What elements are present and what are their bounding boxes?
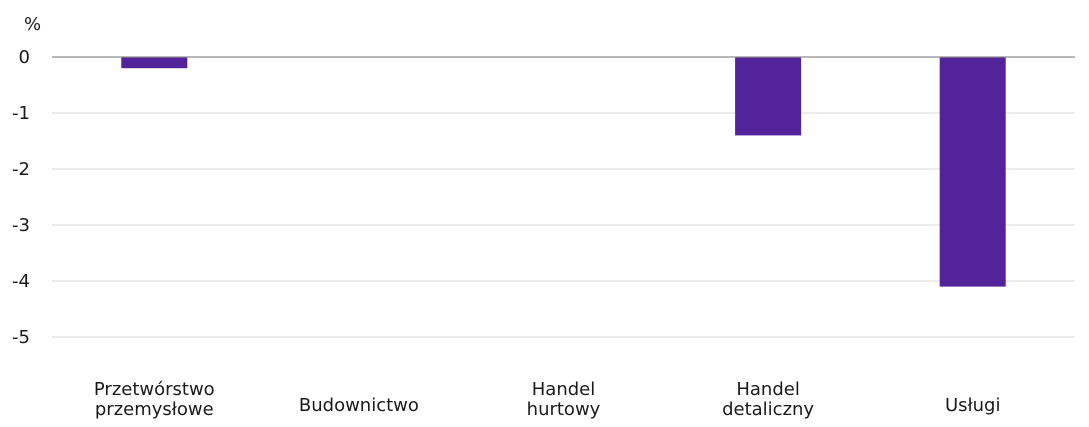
y-axis-unit-label: % — [24, 14, 41, 35]
category-label: Handel detaliczny — [722, 379, 814, 420]
y-tick-label: 0 — [19, 47, 30, 68]
y-tick-label: -4 — [12, 271, 30, 292]
category-label: Przetwórstwo przemysłowe — [94, 379, 215, 420]
bar — [939, 57, 1006, 287]
category-label: Budownictwo — [299, 395, 419, 416]
category-labels: Przetwórstwo przemysłowe Budownictwo Handel… — [94, 379, 1001, 420]
bar — [735, 57, 802, 136]
bar — [121, 57, 188, 69]
category-label: Handel hurtowy — [527, 379, 601, 420]
y-axis-ticks: 0 -1 -2 -3 -4 -5 — [12, 47, 30, 348]
y-tick-label: -3 — [12, 215, 30, 236]
gridlines — [52, 112, 1075, 338]
category-label: Usługi — [945, 395, 1001, 416]
y-tick-label: -2 — [12, 159, 30, 180]
bars — [121, 57, 1006, 287]
y-tick-label: -5 — [12, 327, 30, 348]
y-tick-label: -1 — [12, 103, 30, 124]
